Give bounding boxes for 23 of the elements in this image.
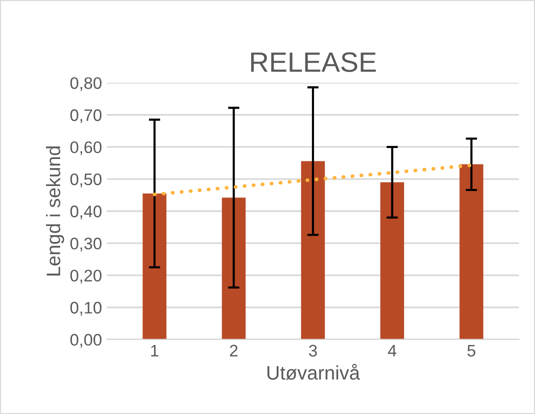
bar: [460, 164, 484, 340]
bar: [380, 182, 404, 340]
y-tick-label: 0,20: [70, 270, 102, 284]
y-tick-label: 0,00: [70, 334, 102, 348]
bar: [222, 198, 246, 340]
x-tick-label: 2: [230, 344, 238, 356]
y-tick-label: 0,50: [70, 173, 102, 188]
line-series: [152, 164, 474, 196]
x-tick-label: 4: [388, 344, 396, 356]
y-tick-label: 0,70: [70, 109, 102, 124]
y-axis-title: Lengd i sekund: [46, 146, 64, 276]
x-tick-label: 1: [151, 344, 158, 356]
y-tick-label: 0,80: [70, 77, 102, 91]
y-tick-label: 0,30: [70, 238, 102, 252]
x-tick-label: 5: [467, 344, 476, 357]
bar: [301, 161, 325, 340]
x-axis-title: Utøvarnivå: [267, 364, 360, 380]
bar: [142, 193, 166, 340]
y-tick-label: 0,40: [70, 206, 102, 220]
y-tick-label: 0,60: [70, 141, 102, 156]
x-tick-label: 3: [308, 344, 317, 357]
y-tick-label: 0,10: [70, 302, 102, 316]
chart-title: RELEASE: [251, 52, 376, 72]
